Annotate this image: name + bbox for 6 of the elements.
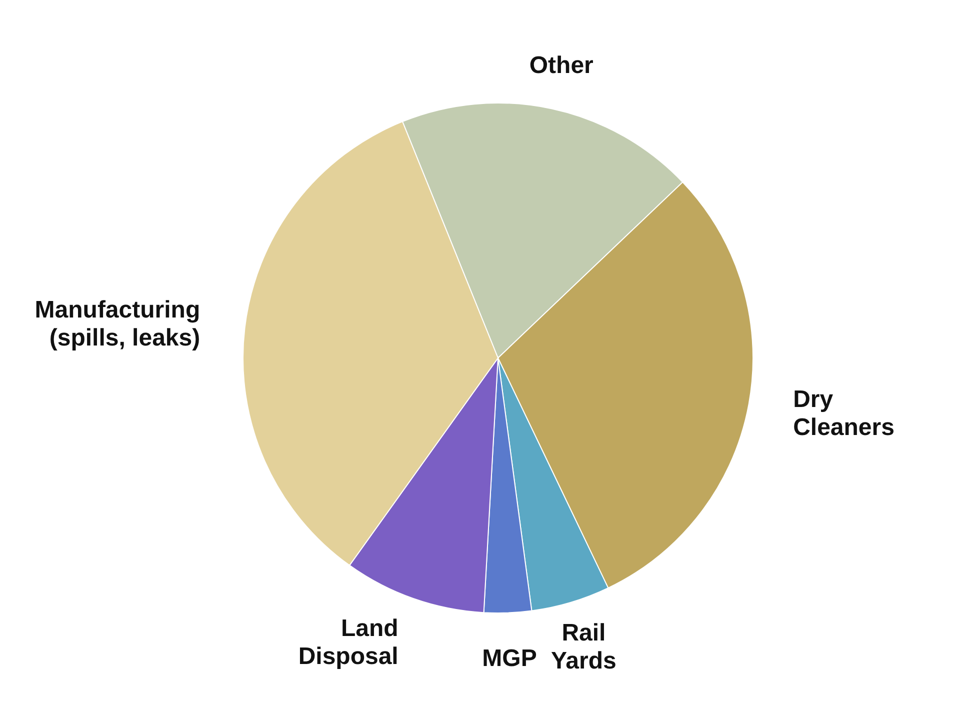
- slice-label: MGP: [482, 644, 537, 672]
- slice-label: Manufacturing (spills, leaks): [34, 296, 200, 352]
- slice-label: Other: [529, 52, 594, 79]
- slice-label: Rail Yards: [551, 619, 616, 674]
- slice-label: Dry Cleaners: [793, 386, 894, 442]
- slice-label: Land Disposal: [298, 614, 398, 670]
